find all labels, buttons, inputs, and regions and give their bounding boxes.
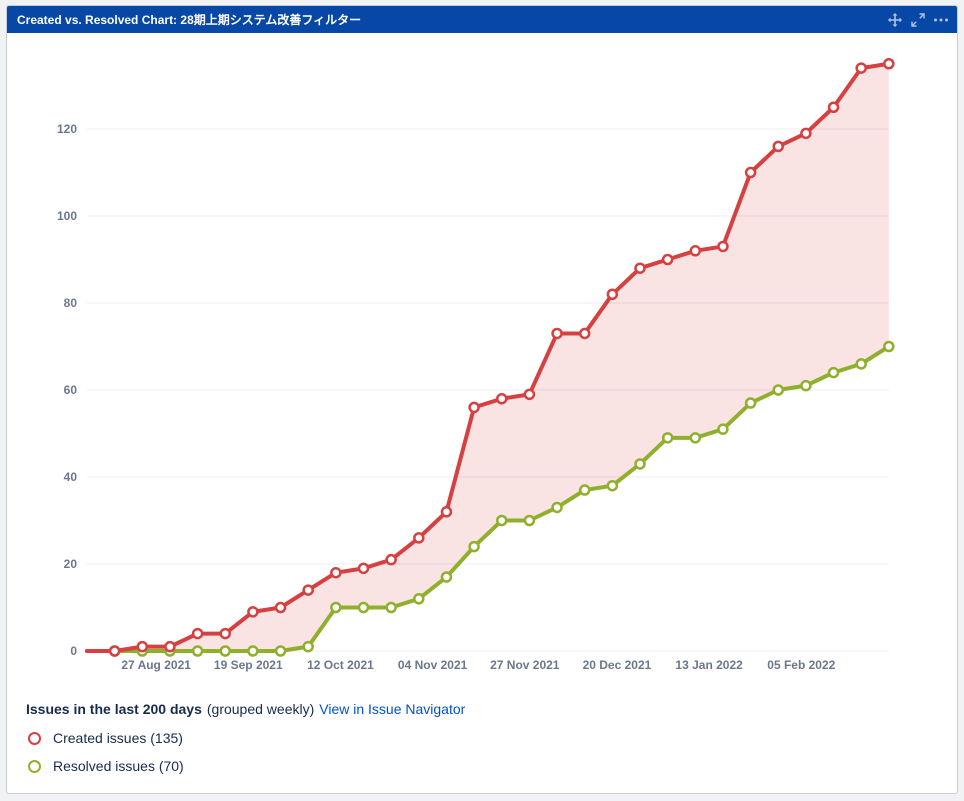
resolved-point-17	[551, 501, 563, 514]
y-tick-label-80: 80	[64, 296, 78, 310]
more-icon[interactable]	[933, 12, 949, 28]
created-point-19	[606, 288, 619, 301]
resolved-point-29	[883, 340, 895, 353]
resolved-point-25	[772, 384, 784, 396]
resolved-point-9	[330, 601, 342, 614]
resolved-point-5	[219, 645, 231, 657]
resolved-point-28	[855, 358, 867, 370]
created-point-12	[413, 532, 425, 544]
resolved-point-6	[247, 645, 259, 657]
resolved-point-27	[827, 366, 840, 379]
resolved-point-14	[468, 540, 480, 553]
created-marker-icon	[28, 731, 41, 745]
created-vs-resolved-chart: 0 20 40 60 80 100 120 27 Aug 2021 19 Sep 2021 12 …	[57, 58, 895, 672]
gadget: Created vs. Resolved Chart: 28期上期システム改善フ…	[6, 5, 958, 794]
legend-item-resolved[interactable]: Resolved issues (70)	[26, 752, 947, 780]
chart-legend: Created issues (135) Resolved issues (70…	[26, 724, 947, 780]
move-icon[interactable]	[887, 12, 903, 28]
y-tick-label-40: 40	[64, 470, 78, 484]
legend-label-created: Created issues (135)	[53, 730, 183, 746]
resolved-point-11	[385, 601, 397, 614]
series-points	[108, 58, 895, 657]
created-point-26	[800, 127, 812, 140]
chart-footer: Issues in the last 200 days (grouped wee…	[26, 701, 947, 780]
x-tick-label-7: 13 Jan 2022	[675, 658, 743, 672]
expand-icon[interactable]	[910, 12, 926, 28]
y-tick-label-60: 60	[64, 383, 78, 397]
created-point-18	[578, 327, 591, 340]
resolved-point-4	[191, 645, 204, 657]
summary-line: Issues in the last 200 days (grouped wee…	[26, 701, 947, 717]
chart-area: 0 20 40 60 80 100 120 27 Aug 2021 19 Sep 2021 12 …	[7, 33, 957, 688]
created-point-6	[247, 606, 259, 618]
created-point-2	[136, 640, 149, 653]
created-point-5	[219, 627, 231, 640]
created-point-10	[357, 562, 370, 575]
created-point-22	[689, 245, 702, 257]
created-point-7	[274, 601, 287, 614]
created-point-24	[744, 166, 757, 179]
y-tick-label-100: 100	[57, 209, 77, 223]
resolved-point-15	[496, 514, 508, 527]
resolved-point-10	[357, 601, 370, 614]
resolved-point-19	[606, 479, 619, 492]
created-point-13	[440, 506, 453, 518]
created-point-3	[164, 640, 176, 653]
x-tick-label-1: 27 Aug 2021	[121, 658, 191, 672]
created-point-16	[523, 388, 536, 401]
created-point-15	[496, 392, 508, 405]
created-point-1	[108, 645, 121, 657]
x-tick-label-2: 19 Sep 2021	[214, 658, 283, 672]
x-tick-label-3: 12 Oct 2021	[307, 658, 374, 672]
axis-labels: 0 20 40 60 80 100 120 27 Aug 2021 19 Sep 2021 12 …	[57, 122, 836, 672]
x-tick-label-6: 20 Dec 2021	[583, 658, 652, 672]
summary-subtitle: (grouped weekly)	[206, 701, 315, 717]
resolved-marker-icon	[28, 759, 41, 773]
resolved-point-20	[634, 458, 646, 470]
x-tick-label-5: 27 Nov 2021	[490, 658, 560, 672]
created-point-23	[717, 240, 729, 253]
resolved-point-22	[689, 432, 702, 444]
created-point-21	[661, 253, 674, 266]
y-tick-label-20: 20	[64, 557, 78, 571]
gadget-title: Created vs. Resolved Chart: 28期上期システム改善フ…	[17, 13, 362, 27]
created-point-28	[855, 62, 867, 74]
grid-lines	[87, 128, 889, 652]
difference-area	[87, 63, 889, 651]
header-actions	[887, 12, 949, 28]
created-point-17	[551, 327, 563, 340]
legend-label-resolved: Resolved issues (70)	[53, 758, 184, 774]
gadget-header: Created vs. Resolved Chart: 28期上期システム改善フ…	[7, 6, 957, 33]
resolved-point-16	[523, 514, 536, 527]
created-point-8	[302, 584, 314, 596]
created-point-11	[385, 553, 397, 566]
y-tick-label-120: 120	[57, 122, 77, 136]
created-point-9	[330, 566, 342, 579]
created-point-14	[468, 401, 480, 414]
created-point-25	[772, 140, 784, 153]
resolved-point-26	[800, 379, 812, 392]
resolved-point-13	[440, 571, 453, 583]
resolved-point-8	[302, 640, 314, 653]
resolved-point-21	[661, 432, 674, 444]
x-tick-label-4: 04 Nov 2021	[398, 658, 468, 672]
y-tick-label-0: 0	[70, 644, 77, 658]
resolved-point-12	[413, 593, 425, 605]
summary-title: Issues in the last 200 days	[26, 701, 202, 717]
created-point-27	[827, 101, 840, 113]
resolved-point-24	[744, 397, 757, 409]
resolved-point-23	[717, 423, 729, 435]
x-tick-label-8: 05 Feb 2022	[767, 658, 835, 672]
created-point-29	[883, 58, 895, 70]
created-resolved-gap-area	[87, 63, 889, 651]
view-in-issue-navigator-link[interactable]: View in Issue Navigator	[319, 701, 466, 717]
resolved-point-7	[274, 645, 287, 657]
created-point-4	[191, 627, 204, 640]
created-point-20	[634, 262, 646, 274]
resolved-point-18	[578, 484, 591, 496]
legend-item-created[interactable]: Created issues (135)	[26, 724, 947, 752]
